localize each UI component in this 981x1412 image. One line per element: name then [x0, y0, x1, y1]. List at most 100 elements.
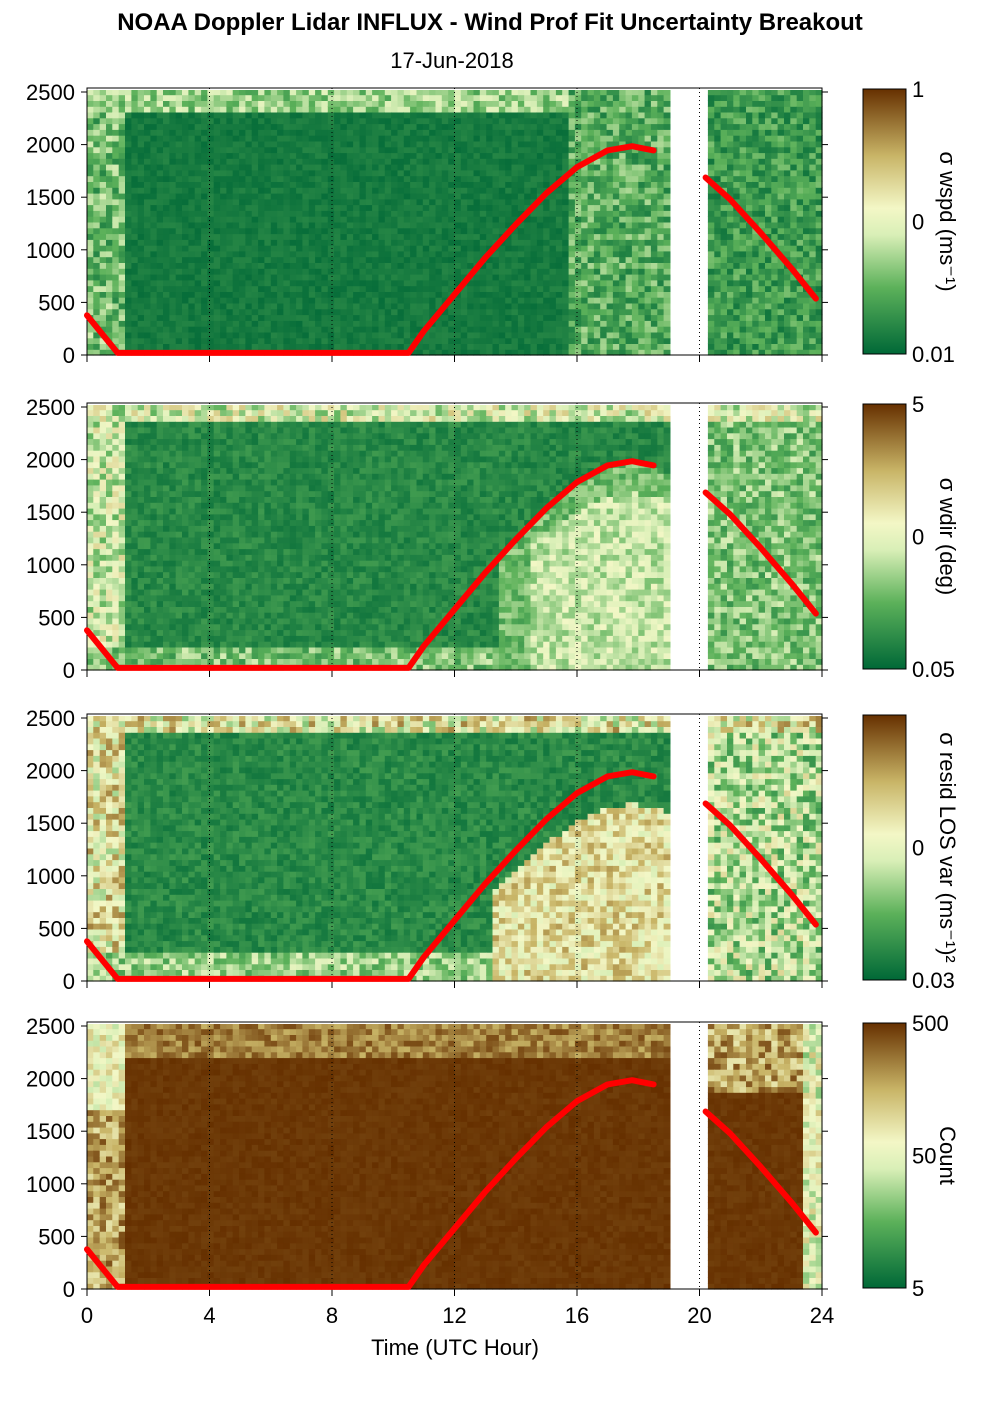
heatmap-cell — [442, 286, 449, 292]
heatmap-cell — [486, 297, 493, 303]
heatmap-cell — [708, 291, 715, 297]
heatmap-cell — [353, 147, 360, 153]
heatmap-cell — [436, 216, 443, 222]
heatmap-cell — [385, 338, 392, 344]
heatmap-cell — [486, 141, 493, 147]
heatmap-cell — [543, 205, 550, 211]
heatmap-cell — [752, 210, 759, 216]
heatmap-cell — [106, 106, 113, 112]
heatmap-cell — [176, 297, 183, 303]
heatmap-cell — [486, 176, 493, 182]
heatmap-cell — [340, 106, 347, 112]
heatmap-cell — [448, 210, 455, 216]
heatmap-cell — [581, 274, 588, 280]
heatmap-cell — [765, 187, 772, 193]
heatmap-cell — [480, 112, 487, 118]
heatmap-cell — [93, 222, 100, 228]
heatmap-cell — [125, 251, 132, 257]
heatmap-cell — [157, 245, 164, 251]
heatmap-cell — [575, 257, 582, 263]
heatmap-cell — [125, 210, 132, 216]
heatmap-cell — [721, 257, 728, 263]
heatmap-cell — [283, 205, 290, 211]
heatmap-cell — [131, 141, 138, 147]
heatmap-cell — [131, 343, 138, 349]
heatmap-cell — [296, 106, 303, 112]
heatmap-cell — [106, 262, 113, 268]
heatmap-cell — [176, 158, 183, 164]
heatmap-cell — [556, 343, 563, 349]
heatmap-cell — [315, 216, 322, 222]
heatmap-cell — [619, 234, 626, 240]
heatmap-cell — [645, 176, 652, 182]
heatmap-cell — [518, 158, 525, 164]
heatmap-cell — [176, 315, 183, 321]
heatmap-cell — [138, 176, 145, 182]
heatmap-cell — [176, 274, 183, 280]
heatmap-cell — [334, 228, 341, 234]
heatmap-cell — [714, 170, 721, 176]
heatmap-cell — [112, 129, 119, 135]
heatmap-cell — [638, 239, 645, 245]
heatmap-cell — [379, 251, 386, 257]
heatmap-cell — [188, 100, 195, 106]
heatmap-cell — [733, 257, 740, 263]
heatmap-cell — [226, 268, 233, 274]
heatmap-cell — [600, 216, 607, 222]
heatmap-cell — [271, 262, 278, 268]
heatmap-cell — [340, 135, 347, 141]
heatmap-cell — [562, 158, 569, 164]
heatmap-cell — [417, 170, 424, 176]
heatmap-cell — [264, 112, 271, 118]
heatmap-cell — [296, 90, 303, 95]
heatmap-cell — [550, 251, 557, 257]
heatmap-cell — [569, 315, 576, 321]
heatmap-cell — [638, 135, 645, 141]
heatmap-cell — [632, 112, 639, 118]
heatmap-cell — [581, 112, 588, 118]
heatmap-cell — [632, 124, 639, 130]
heatmap-cell — [664, 239, 671, 245]
heatmap-cell — [379, 158, 386, 164]
heatmap-cell — [93, 158, 100, 164]
heatmap-cell — [467, 309, 474, 315]
heatmap-cell — [169, 181, 176, 187]
heatmap-cell — [613, 95, 620, 101]
heatmap-cell — [360, 326, 367, 332]
heatmap-cell — [708, 216, 715, 222]
heatmap-cell — [797, 309, 804, 315]
heatmap-cell — [531, 309, 538, 315]
heatmap-cell — [93, 262, 100, 268]
heatmap-cell — [607, 135, 614, 141]
heatmap-cell — [226, 118, 233, 124]
heatmap-cell — [524, 118, 531, 124]
heatmap-cell — [613, 245, 620, 251]
heatmap-cell — [651, 257, 658, 263]
heatmap-cell — [569, 320, 576, 326]
heatmap-cell — [391, 291, 398, 297]
heatmap-cell — [733, 332, 740, 338]
heatmap-cell — [163, 257, 170, 263]
heatmap-cell — [771, 262, 778, 268]
heatmap-cell — [233, 152, 240, 158]
heatmap-cell — [290, 291, 297, 297]
heatmap-cell — [398, 176, 405, 182]
heatmap-cell — [790, 205, 797, 211]
heatmap-cell — [150, 152, 157, 158]
heatmap-cell — [474, 152, 481, 158]
heatmap-cell — [550, 222, 557, 228]
heatmap-cell — [626, 320, 633, 326]
heatmap-cell — [290, 164, 297, 170]
heatmap-cell — [188, 90, 195, 95]
heatmap-cell — [226, 210, 233, 216]
heatmap-cell — [131, 135, 138, 141]
heatmap-cell — [429, 239, 436, 245]
heatmap-cell — [214, 338, 221, 344]
heatmap-cell — [524, 164, 531, 170]
heatmap-cell — [746, 205, 753, 211]
heatmap-cell — [220, 147, 227, 153]
heatmap-cell — [664, 262, 671, 268]
heatmap-cell — [176, 152, 183, 158]
heatmap-cell — [321, 234, 328, 240]
heatmap-cell — [448, 262, 455, 268]
